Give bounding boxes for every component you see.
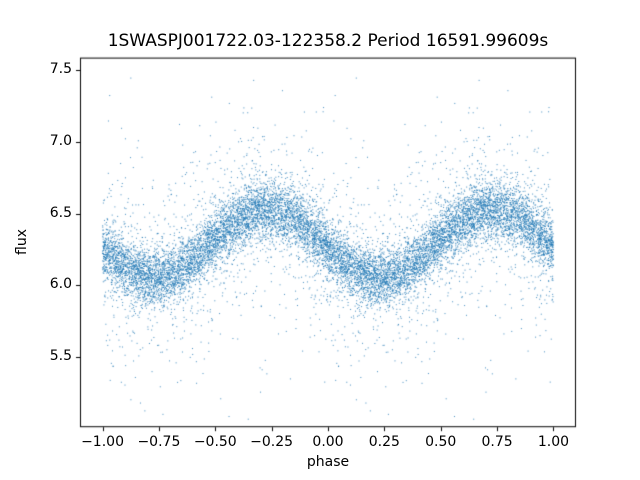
- x-tick-label: −0.50: [193, 434, 237, 450]
- x-tick-label: −0.25: [250, 434, 294, 450]
- x-tick-label: 1.00: [537, 434, 570, 450]
- x-tick-label: −1.00: [81, 434, 124, 450]
- chart-title: 1SWASPJ001722.03-122358.2 Period 16591.9…: [107, 31, 549, 51]
- x-tick-label: 0.25: [368, 434, 400, 450]
- x-tick-label: −0.75: [137, 434, 181, 450]
- y-tick-label: 6.0: [49, 276, 72, 293]
- x-tick-label: 0.75: [481, 434, 513, 450]
- x-tick-label: 0.00: [312, 434, 344, 450]
- y-tick-label: 6.5: [49, 204, 72, 221]
- y-tick-label: 5.5: [49, 348, 72, 364]
- y-tick-label: 7.5: [49, 61, 72, 78]
- y-tick-label: 7.0: [49, 133, 72, 150]
- y-axis-label: flux: [14, 229, 30, 255]
- x-tick-label: 0.50: [425, 434, 457, 450]
- x-axis-label: phase: [306, 454, 350, 470]
